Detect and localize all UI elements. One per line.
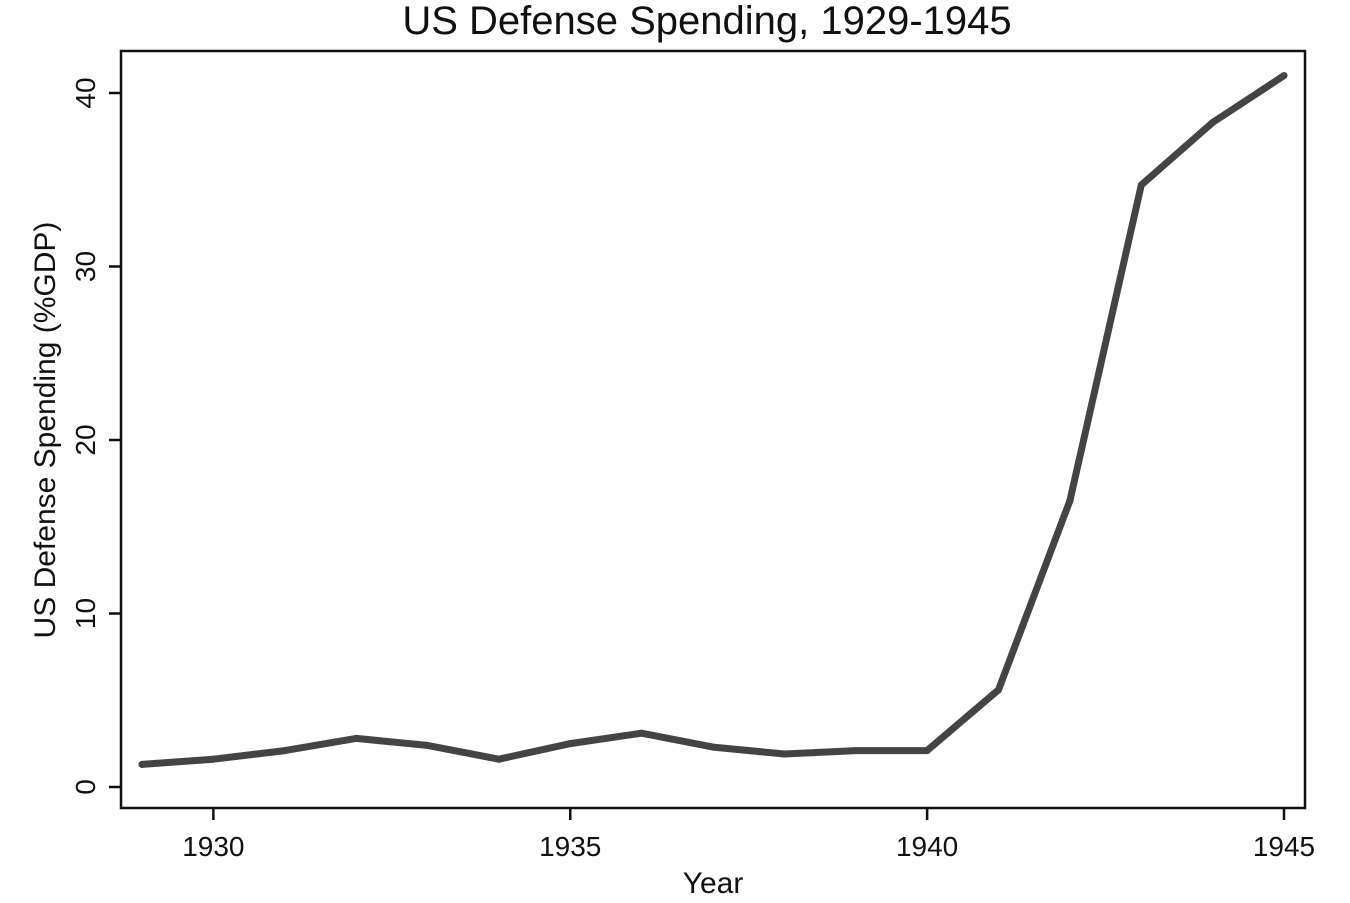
- series-group: [138, 72, 1288, 768]
- series-line: [138, 72, 1288, 768]
- data-point: [209, 755, 217, 763]
- data-point: [780, 750, 788, 758]
- data-point: [281, 747, 289, 755]
- y-tick-label: 20: [70, 424, 101, 455]
- y-axis-label: US Defense Spending (%GDP): [29, 222, 62, 639]
- data-point: [1066, 497, 1074, 505]
- y-tick-label: 40: [70, 77, 101, 108]
- x-axis-label: Year: [683, 867, 744, 898]
- y-tick-label: 30: [70, 251, 101, 282]
- x-tick-label: 1945: [1253, 831, 1315, 862]
- data-point: [495, 755, 503, 763]
- data-point: [1209, 118, 1217, 126]
- data-point: [923, 747, 931, 755]
- data-point: [1280, 72, 1288, 80]
- data-point: [138, 760, 146, 768]
- x-tick-label: 1935: [539, 831, 601, 862]
- data-point: [424, 741, 431, 749]
- chart-title: US Defense Spending, 1929-1945: [402, 0, 1011, 43]
- data-point: [566, 740, 574, 748]
- data-point: [995, 686, 1002, 694]
- data-point: [352, 734, 360, 742]
- x-tick-label: 1930: [182, 831, 244, 862]
- data-point: [638, 729, 646, 737]
- data-point: [709, 743, 717, 751]
- data-point: [1137, 181, 1145, 189]
- plot-area-frame: [119, 49, 1307, 810]
- y-tick-label: 10: [70, 598, 101, 629]
- y-axis: 0 10 20 30 40: [70, 77, 121, 795]
- x-axis: 1930 1935 1940 1945: [182, 808, 1315, 862]
- data-point: [852, 747, 860, 755]
- y-tick-label: 0: [70, 779, 101, 795]
- x-tick-label: 1940: [896, 831, 958, 862]
